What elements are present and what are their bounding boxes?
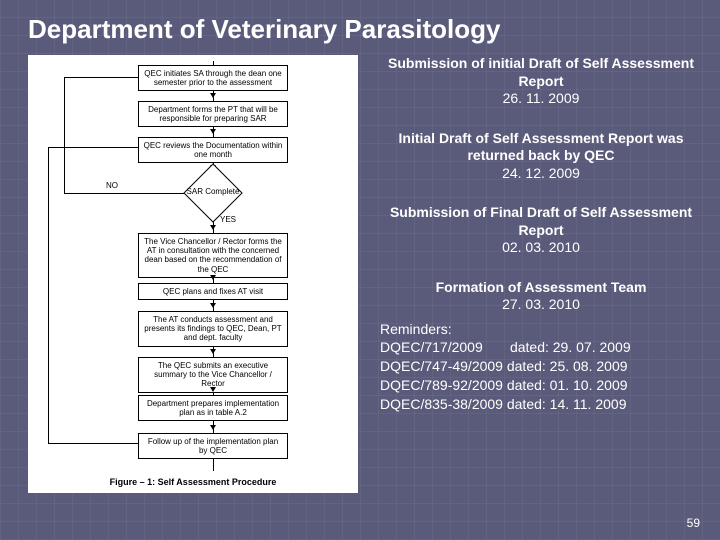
reminders-section: Reminders: DQEC/717/2009 dated: 29. 07. … (376, 320, 706, 414)
fc-node-1: QEC initiates SA through the dean one se… (138, 65, 288, 91)
right-column: Submission of initial Draft of Self Asse… (376, 55, 706, 493)
event-block-3: Submission of Final Draft of Self Assess… (376, 204, 706, 257)
event-date: 27. 03. 2010 (376, 296, 706, 314)
reminders-label: Reminders: (380, 320, 706, 339)
event-header: Formation of Assessment Team (376, 279, 706, 297)
flowchart-caption: Figure – 1: Self Assessment Procedure (28, 477, 358, 487)
reminder-row: DQEC/747-49/2009 dated: 25. 08. 2009 (380, 357, 706, 376)
reminder-row: DQEC/789-92/2009 dated: 01. 10. 2009 (380, 376, 706, 395)
reminder-row: DQEC/717/2009 dated: 29. 07. 2009 (380, 338, 706, 357)
event-date: 02. 03. 2010 (376, 239, 706, 257)
fc-node-2: Department forms the PT that will be res… (138, 101, 288, 127)
event-header: Submission of initial Draft of Self Asse… (376, 55, 706, 90)
event-date: 24. 12. 2009 (376, 165, 706, 183)
reminder-row: DQEC/835-38/2009 dated: 14. 11. 2009 (380, 395, 706, 414)
fc-node-3: QEC reviews the Documentation within one… (138, 137, 288, 163)
page-number: 59 (687, 516, 700, 530)
fc-node-6: The AT conducts assessment and presents … (138, 311, 288, 347)
event-date: 26. 11. 2009 (376, 90, 706, 108)
flowchart-figure: QEC initiates SA through the dean one se… (28, 55, 358, 493)
event-block-2: Initial Draft of Self Assessment Report … (376, 130, 706, 183)
fc-label-yes: YES (220, 215, 236, 224)
fc-node-9: Follow up of the implementation plan by … (138, 433, 288, 459)
fc-node-8: Department prepares implementation plan … (138, 395, 288, 421)
event-block-4: Formation of Assessment Team 27. 03. 201… (376, 279, 706, 314)
event-header: Submission of Final Draft of Self Assess… (376, 204, 706, 239)
fc-node-4: The Vice Chancellor / Rector forms the A… (138, 233, 288, 278)
fc-decision-label: SAR Complete (183, 187, 243, 196)
page-title: Department of Veterinary Parasitology (0, 0, 720, 55)
fc-node-5: QEC plans and fixes AT visit (138, 283, 288, 300)
event-block-1: Submission of initial Draft of Self Asse… (376, 55, 706, 108)
fc-decision-sar: SAR Complete (183, 173, 243, 213)
fc-label-no: NO (106, 181, 118, 190)
event-header: Initial Draft of Self Assessment Report … (376, 130, 706, 165)
content-row: QEC initiates SA through the dean one se… (0, 55, 720, 493)
